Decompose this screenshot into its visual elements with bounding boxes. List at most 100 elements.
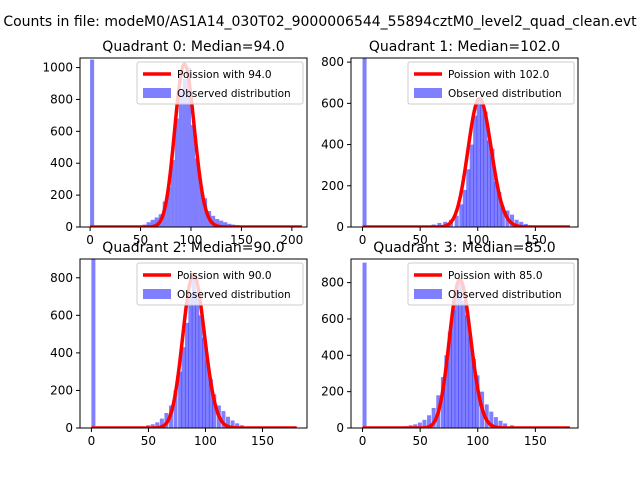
histogram-bar (500, 206, 505, 227)
y-tick-label: 400 (321, 348, 344, 362)
histogram-bar (454, 289, 459, 428)
histogram-bar (427, 415, 432, 428)
legend-patch-swatch (414, 289, 442, 299)
x-tick-label: 150 (524, 233, 547, 247)
histogram-bar (90, 59, 95, 227)
histogram-bar (466, 169, 471, 227)
x-tick-label: 150 (251, 434, 274, 448)
x-tick-label: 50 (133, 233, 148, 247)
histogram-bar (462, 189, 467, 227)
axes-frame (79, 57, 308, 228)
histogram-bar (186, 67, 191, 227)
y-tick-label: 0 (336, 421, 344, 435)
legend-label-poisson: Poission with 85.0 (448, 270, 543, 282)
y-tick-label: 200 (50, 188, 73, 202)
histogram-bar (170, 160, 175, 227)
histogram-bars (362, 58, 538, 227)
x-tick-label: 100 (466, 233, 489, 247)
histogram-bar (166, 187, 171, 227)
histogram-bar (154, 217, 159, 227)
histogram-bar (510, 214, 515, 227)
histogram-bar (471, 358, 477, 428)
histogram-bar (483, 111, 488, 227)
x-tick-label: 100 (194, 434, 217, 448)
histogram-bar (514, 219, 519, 227)
histogram-bar (422, 419, 427, 428)
y-tick-label: 800 (50, 92, 73, 106)
y-tick-label: 200 (321, 179, 344, 193)
histogram-bar (190, 124, 196, 227)
histogram-bar (454, 215, 459, 227)
axes-frame (350, 57, 579, 228)
histogram-bar (461, 300, 466, 428)
histogram-bar (476, 101, 481, 227)
x-tick-label: 150 (230, 233, 253, 247)
y-tick-label: 200 (321, 385, 344, 399)
x-tick-label: 0 (359, 434, 367, 448)
legend-patch-swatch (143, 289, 171, 299)
x-tick-label: 100 (180, 233, 203, 247)
histogram-bar (191, 277, 196, 428)
x-tick-label: 0 (359, 233, 367, 247)
y-tick-label: 0 (65, 421, 73, 435)
histogram-bar (458, 282, 463, 428)
legend-patch-swatch (414, 88, 442, 98)
histogram-bar (493, 181, 498, 227)
subplot-title: Quadrant 2: Median=90.0 (102, 240, 284, 256)
histogram-bar (174, 118, 179, 227)
histogram-bar (230, 420, 235, 428)
histogram-bar (459, 204, 464, 227)
histogram-bar (503, 423, 508, 428)
legend-label-observed: Observed distribution (177, 88, 291, 100)
histogram-bar (413, 424, 418, 428)
histogram-bar (480, 103, 485, 227)
histogram-bar (150, 219, 155, 227)
histogram-bar (468, 337, 473, 428)
histogram-bar (362, 58, 367, 227)
histogram-bar (498, 420, 503, 428)
legend-box (136, 262, 304, 306)
histogram-bar (208, 379, 213, 428)
histogram-bar (184, 322, 189, 428)
poisson-curve (89, 62, 303, 227)
y-tick-label: 400 (50, 156, 73, 170)
histogram-bar (475, 375, 480, 428)
x-tick-label: 50 (141, 434, 156, 448)
histogram-bar (181, 347, 186, 428)
histogram-bar (215, 219, 220, 227)
histogram-bar (221, 411, 226, 428)
histogram-bar (178, 91, 183, 227)
subplot-quadrant-1: 0 50 100 150 0 200 400 600 800 Quadrant 1: Median… (321, 39, 579, 247)
y-tick-label: 800 (321, 55, 344, 69)
histogram-bar (155, 422, 160, 428)
histogram-bar (226, 416, 231, 428)
histogram-bar (362, 262, 367, 428)
y-tick-label: 600 (50, 308, 73, 322)
figure-suptitle: Counts in file: modeM0/AS1A14_030T02_900… (3, 14, 637, 30)
axes-frame (79, 258, 308, 429)
legend: Poission with 94.0 Observed distribution (136, 61, 304, 105)
legend-label-poisson: Poission with 102.0 (448, 69, 549, 81)
subplot-quadrant-2: 0 50 100 150 0 200 400 600 800 Quadrant 2: Median… (50, 240, 308, 448)
y-tick-label: 0 (65, 220, 73, 234)
legend-box (136, 61, 304, 105)
histogram-bar (447, 331, 452, 428)
histogram-bars (362, 262, 521, 428)
y-tick-label: 1000 (42, 61, 73, 75)
subplot-title: Quadrant 1: Median=102.0 (369, 39, 560, 55)
histogram-bar (159, 418, 164, 428)
histogram-bar (212, 394, 217, 428)
x-tick-label: 50 (412, 233, 427, 247)
subplot-quadrant-0: 0 50 100 150 200 0 200 400 600 800 1000 Quadrant 0:… (42, 39, 308, 247)
histogram-bar (202, 337, 207, 428)
y-tick-label: 400 (321, 138, 344, 152)
x-tick-label: 100 (466, 434, 489, 448)
histogram-bar (173, 390, 178, 428)
histogram-bar (497, 191, 502, 227)
legend: Poission with 102.0 Observed distribution (407, 61, 575, 105)
histogram-bar (519, 221, 524, 227)
histogram-bar (146, 222, 151, 227)
x-tick-label: 0 (86, 233, 94, 247)
histogram-bar (431, 408, 436, 428)
